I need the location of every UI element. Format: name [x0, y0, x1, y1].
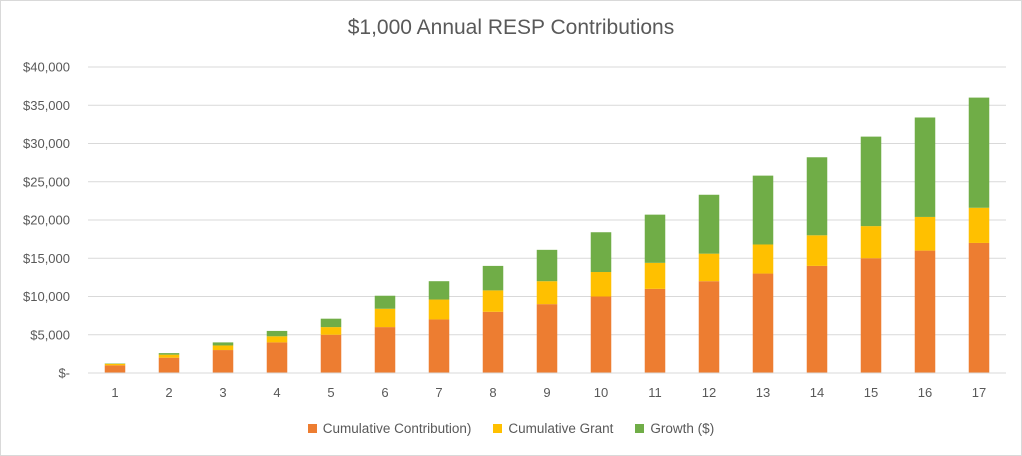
bar-segment-series-3	[320, 318, 342, 328]
x-tick-label: 5	[327, 385, 334, 400]
x-tick-label: 16	[918, 385, 932, 400]
bar-segment-series-2	[590, 272, 612, 297]
x-tick-label: 10	[594, 385, 608, 400]
bar-segment-series-3	[428, 281, 450, 300]
bar-segment-series-2	[266, 336, 288, 343]
bar-segment-series-2	[104, 363, 126, 366]
bar-segment-series-1	[968, 242, 990, 373]
bar-segment-series-1	[698, 281, 720, 373]
bar-segment-series-3	[644, 214, 666, 263]
bar-segment-series-2	[212, 345, 234, 351]
bar-segment-series-2	[482, 290, 504, 312]
bar-segment-series-3	[914, 117, 936, 217]
bar-segment-series-1	[914, 250, 936, 373]
x-tick-label: 15	[864, 385, 878, 400]
x-tick-label: 8	[489, 385, 496, 400]
bar-segment-series-2	[698, 253, 720, 282]
y-tick-label: $15,000	[23, 251, 70, 266]
legend-item: Growth ($)	[635, 421, 714, 436]
legend-swatch	[493, 424, 503, 433]
x-axis-tick-labels: 1 2 3 4 5 6 7 8 9 10 11 12 13 14 15 16 17	[111, 385, 986, 400]
x-tick-label: 14	[810, 385, 824, 400]
bar-segment-series-1	[860, 258, 882, 373]
y-tick-label: $40,000	[23, 60, 70, 75]
bar-segment-series-3	[968, 97, 990, 208]
y-tick-label: $25,000	[23, 174, 70, 189]
bar-segment-series-2	[752, 244, 774, 274]
y-tick-label: $20,000	[23, 213, 70, 228]
legend-swatch	[635, 424, 645, 433]
bar-segment-series-1	[158, 357, 180, 373]
bar-segment-series-3	[212, 342, 234, 346]
y-tick-label: $5,000	[30, 327, 70, 342]
bar-segment-series-3	[482, 265, 504, 291]
bar-segment-series-1	[428, 319, 450, 373]
legend-label: Cumulative Contribution)	[322, 421, 472, 436]
bar-segment-series-2	[536, 281, 558, 305]
y-tick-label: $10,000	[23, 289, 70, 304]
bar-segment-series-2	[806, 235, 828, 266]
bar-segment-series-1	[482, 311, 504, 373]
bar-segment-series-3	[590, 232, 612, 273]
legend-item: Cumulative Contribution)	[307, 421, 472, 436]
bar-segment-series-3	[698, 194, 720, 254]
x-tick-label: 12	[702, 385, 716, 400]
x-tick-label: 7	[435, 385, 442, 400]
x-tick-label: 6	[381, 385, 388, 400]
bar-segment-series-1	[212, 350, 234, 373]
x-tick-label: 17	[972, 385, 986, 400]
x-tick-label: 4	[273, 385, 280, 400]
bar-segment-series-2	[914, 216, 936, 251]
bar-segment-series-1	[104, 365, 126, 373]
bar-segment-series-2	[860, 226, 882, 259]
bar-segment-series-2	[968, 207, 990, 243]
legend-label: Growth ($)	[650, 421, 715, 436]
bar-segment-series-3	[158, 353, 180, 355]
x-tick-label: 13	[756, 385, 770, 400]
bar-segment-series-1	[266, 342, 288, 373]
bar-segment-series-1	[644, 288, 666, 373]
bar-segment-series-3	[806, 157, 828, 236]
bar-segment-series-2	[320, 327, 342, 335]
bar-segment-series-3	[266, 330, 288, 337]
x-tick-label: 9	[543, 385, 550, 400]
bar-segment-series-1	[752, 273, 774, 373]
bar-segment-series-2	[644, 262, 666, 289]
bar-segment-series-1	[320, 334, 342, 373]
y-tick-label: $-	[58, 366, 70, 381]
x-tick-label: 11	[648, 385, 662, 400]
bar-segment-series-1	[536, 304, 558, 373]
bar-segment-series-3	[374, 295, 396, 309]
chart-title: $1,000 Annual RESP Contributions	[347, 16, 675, 39]
x-tick-label: 3	[219, 385, 226, 400]
bar-segment-series-2	[158, 354, 180, 358]
y-tick-label: $30,000	[23, 136, 70, 151]
bar-segment-series-1	[806, 265, 828, 373]
bar-series	[104, 97, 990, 373]
y-axis-tick-labels: $- $5,000 $10,000 $15,000 $20,000 $25,000 $30,…	[23, 60, 70, 381]
x-tick-label: 1	[111, 385, 118, 400]
y-tick-label: $35,000	[23, 98, 70, 113]
bar-segment-series-2	[428, 299, 450, 320]
bar-segment-series-3	[536, 249, 558, 282]
bar-segment-series-3	[860, 136, 882, 227]
legend-swatch	[307, 424, 317, 433]
x-tick-label: 2	[165, 385, 172, 400]
legend-label: Cumulative Grant	[508, 421, 614, 436]
chart-legend: Cumulative Contribution) Cumulative Grant…	[0, 421, 1022, 436]
legend-item: Cumulative Grant	[493, 421, 613, 436]
bar-segment-series-1	[374, 327, 396, 373]
bar-segment-series-2	[374, 308, 396, 328]
bar-segment-series-3	[752, 175, 774, 245]
bar-segment-series-1	[590, 296, 612, 373]
